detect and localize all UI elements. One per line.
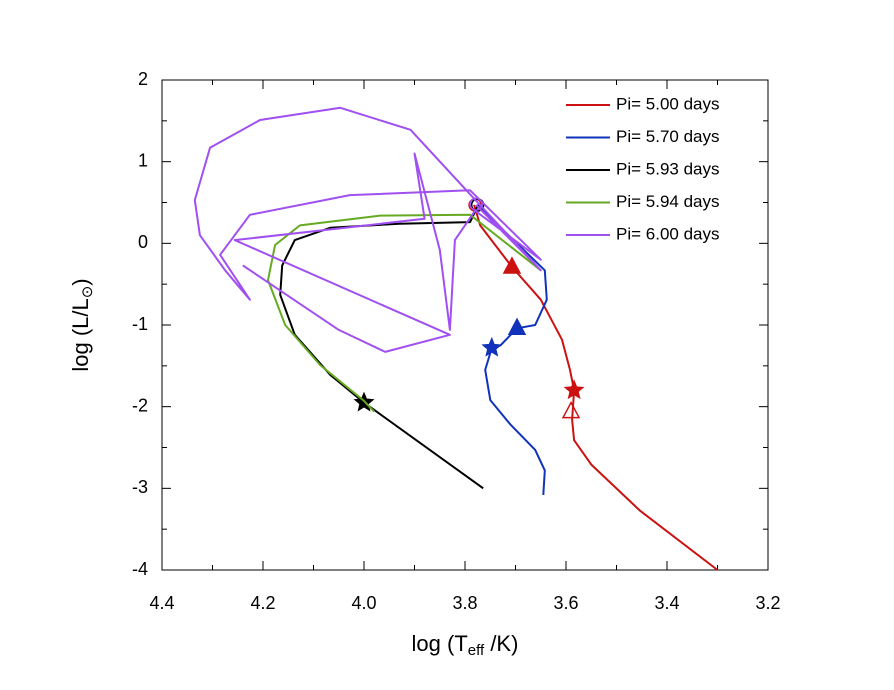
x-tick-label: 4.0 [351, 593, 376, 613]
track-line [267, 213, 542, 413]
y-tick-label: -3 [132, 477, 148, 497]
y-axis-label: log (L/L⊙) [68, 278, 96, 371]
y-tick-label: -4 [132, 559, 148, 579]
track-line [279, 204, 484, 490]
marker-triangle [507, 317, 527, 336]
y-tick-label: -2 [132, 395, 148, 415]
marker-star [563, 379, 585, 400]
legend-label: Pi= 5.94 days [616, 192, 720, 211]
x-axis-label: log (Teff /K) [412, 631, 519, 659]
marker-star [481, 336, 503, 357]
marker-triangle [561, 400, 581, 419]
marker-circle [469, 197, 483, 211]
legend-label: Pi= 5.70 days [616, 127, 720, 146]
plot-frame [161, 79, 769, 571]
legend-label: Pi= 6.00 days [616, 224, 720, 243]
x-tick-label: 3.6 [553, 593, 578, 613]
x-tick-label: 4.4 [149, 593, 174, 613]
y-tick-label: -1 [132, 314, 148, 334]
x-tick-label: 3.4 [654, 593, 679, 613]
legend-label: Pi= 5.00 days [616, 94, 720, 113]
y-tick-label: 1 [138, 150, 148, 170]
legend-label: Pi= 5.93 days [616, 159, 720, 178]
x-tick-label: 3.2 [755, 593, 780, 613]
track-line [193, 106, 542, 353]
y-tick-label: 0 [138, 232, 148, 252]
track-line [473, 204, 719, 571]
marker-triangle [502, 256, 522, 274]
x-tick-label: 3.8 [452, 593, 477, 613]
x-tick-label: 4.2 [250, 593, 275, 613]
y-tick-label: 2 [138, 69, 148, 89]
